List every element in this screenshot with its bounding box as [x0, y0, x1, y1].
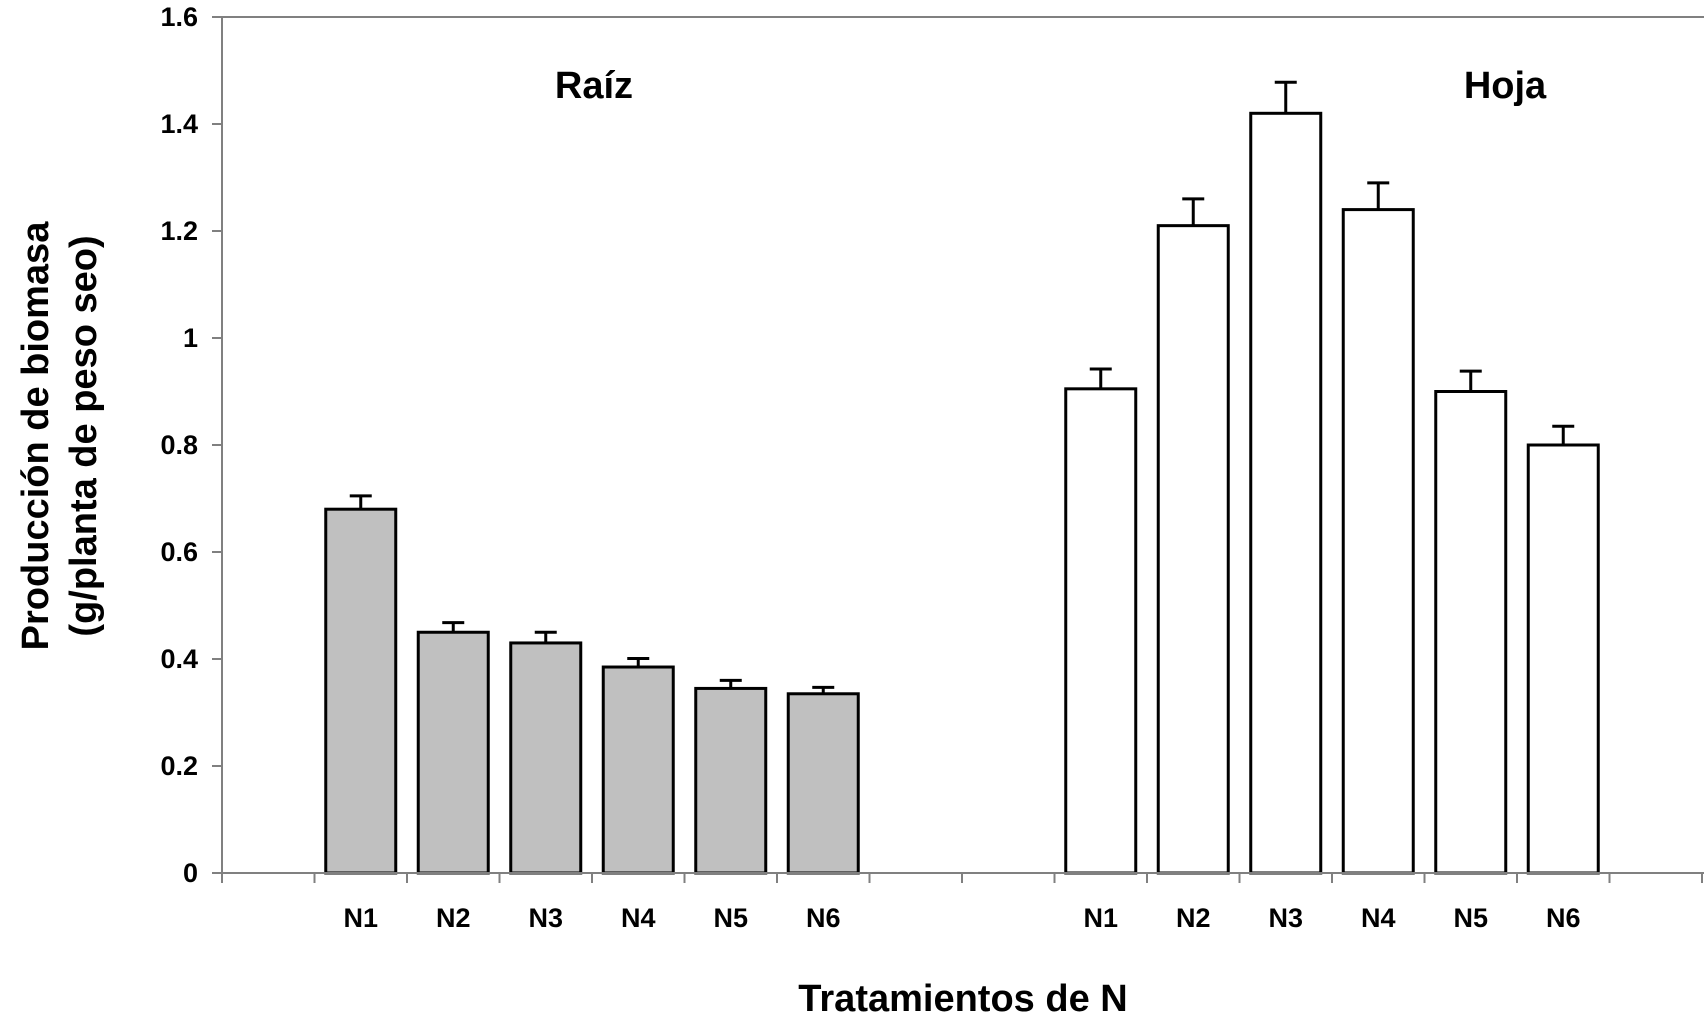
y-axis-ticks: 0 0.2 0.4 0.6 0.8 1 1.2 1.4 1.6: [160, 2, 222, 888]
bar: [1064, 387, 1138, 875]
category-label: N4: [1361, 903, 1396, 933]
category-label: N2: [1176, 903, 1211, 933]
category-label: N6: [806, 903, 841, 933]
y-tick-label: 0.6: [160, 537, 198, 567]
category-label: N4: [621, 903, 656, 933]
y-tick-label: 0.2: [160, 751, 198, 781]
bar: [1341, 208, 1415, 875]
group-label-hoja: Hoja: [1464, 65, 1547, 107]
y-axis-title: Producción de biomasa (g/planta de peso …: [15, 221, 105, 651]
x-axis-ticks: [221, 873, 1703, 883]
category-labels: N1 N2 N3 N4 N5 N6 N1 N2 N3 N4 N5 N6: [343, 903, 1580, 933]
y-axis-title-line-2: (g/planta de peso seo): [63, 235, 105, 636]
plot-frame: [221, 16, 1704, 874]
category-label: N3: [528, 903, 563, 933]
category-label: N3: [1268, 903, 1303, 933]
category-label: N1: [1083, 903, 1118, 933]
bars: [324, 111, 1600, 875]
category-label: N1: [343, 903, 378, 933]
category-label: N5: [1453, 903, 1488, 933]
y-tick-label: 1.2: [160, 216, 198, 246]
bar: [1156, 224, 1230, 875]
y-tick-label: 0.8: [160, 430, 198, 460]
error-bars: [349, 80, 1575, 694]
y-tick-label: 1.6: [160, 2, 198, 32]
bar: [509, 641, 583, 875]
bar: [1434, 390, 1508, 875]
bar: [694, 686, 768, 875]
category-label: N6: [1546, 903, 1581, 933]
bar: [324, 507, 398, 875]
y-axis-title-line-1: Producción de biomasa: [15, 221, 57, 651]
category-label: N2: [436, 903, 471, 933]
bar: [601, 665, 675, 875]
bar: [1249, 111, 1323, 875]
bar: [1526, 443, 1600, 875]
category-label: N5: [713, 903, 748, 933]
y-tick-label: 1: [183, 323, 198, 353]
y-tick-label: 0.4: [160, 644, 198, 674]
bar: [416, 630, 490, 875]
x-axis-title: Tratamientos de N: [798, 978, 1127, 1020]
y-tick-label: 0: [183, 858, 198, 888]
bar: [786, 692, 860, 875]
group-label-raiz: Raíz: [555, 65, 633, 107]
y-tick-label: 1.4: [160, 109, 198, 139]
